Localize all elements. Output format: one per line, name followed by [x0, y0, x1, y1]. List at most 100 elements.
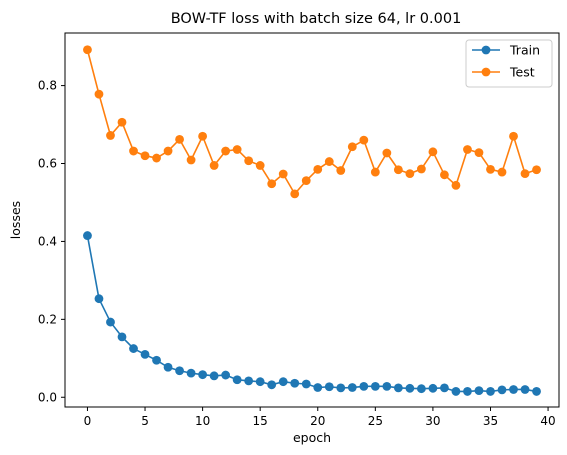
x-tick-label: 15 [253, 414, 268, 428]
data-point-train [440, 383, 449, 393]
x-axis: 0 5 10 15 20 25 30 35 40 [84, 407, 556, 428]
data-point-train [370, 381, 380, 391]
data-point-test [486, 164, 495, 174]
data-point-train [221, 370, 231, 380]
data-point-test [370, 167, 380, 177]
data-point-test [382, 148, 392, 158]
data-point-train [244, 376, 254, 386]
data-point-test [324, 157, 334, 166]
data-point-train [152, 355, 161, 365]
data-point-test [221, 146, 231, 156]
y-tick-label: 0.6 [38, 157, 57, 171]
y-tick-label: 0.4 [38, 234, 57, 248]
data-point-test [301, 176, 311, 186]
data-point-test [336, 166, 346, 175]
data-point-test [232, 145, 242, 154]
y-axis: 0.0 0.2 0.4 0.6 0.8 [38, 79, 65, 404]
data-point-test [463, 145, 472, 154]
data-point-test [520, 169, 530, 179]
data-point-test [106, 131, 115, 140]
data-point-test [209, 161, 219, 170]
data-point-test [347, 142, 357, 152]
data-point-train [451, 387, 461, 396]
data-point-test [129, 146, 138, 156]
x-tick-label: 5 [141, 414, 149, 428]
y-tick-label: 0.0 [38, 390, 57, 404]
data-point-train [255, 377, 265, 387]
data-point-train [129, 344, 138, 353]
data-point-train [313, 383, 323, 392]
data-point-test [152, 153, 161, 163]
data-point-test [117, 117, 127, 127]
data-point-train [117, 332, 127, 342]
x-tick-label: 25 [368, 414, 383, 428]
data-point-train [186, 368, 196, 378]
data-point-train [83, 231, 92, 240]
data-point-test [198, 131, 208, 141]
legend-label-train: Train [509, 43, 540, 58]
data-point-train [497, 385, 507, 395]
data-point-test [474, 148, 484, 158]
legend-marker-test [481, 67, 491, 77]
x-tick-label: 0 [84, 414, 92, 428]
data-point-train [94, 294, 104, 304]
data-point-test [278, 169, 288, 179]
data-point-test [416, 164, 426, 174]
data-point-test [290, 189, 300, 199]
data-point-test [163, 146, 173, 156]
y-tick-label: 0.8 [38, 79, 57, 93]
data-point-train [520, 385, 530, 394]
data-point-test [428, 147, 438, 157]
x-tick-label: 10 [195, 414, 210, 428]
data-point-test [313, 164, 323, 174]
data-point-train [463, 387, 472, 396]
data-point-train [324, 382, 334, 392]
series-line-train [86, 235, 537, 393]
data-point-train [290, 378, 300, 388]
data-point-test [440, 170, 449, 180]
data-point-train [163, 362, 173, 372]
data-point-train [106, 317, 115, 327]
data-point-test [532, 165, 541, 175]
data-point-train [359, 381, 369, 391]
data-point-test [94, 89, 104, 99]
x-axis-label: epoch [293, 430, 331, 445]
data-point-test [451, 180, 461, 190]
data-point-test [359, 135, 369, 145]
data-point-train [532, 387, 541, 396]
data-point-train [301, 379, 311, 389]
data-point-test [175, 134, 184, 144]
data-point-test [255, 161, 265, 170]
data-point-train [509, 385, 518, 394]
data-point-train [347, 383, 357, 392]
series-line-test [86, 49, 537, 195]
data-point-train [175, 366, 184, 376]
plot-area [64, 32, 560, 408]
legend-label-test: Test [509, 65, 535, 80]
data-point-train [267, 380, 277, 390]
legend-marker-train [481, 45, 491, 55]
data-point-train [382, 381, 392, 391]
x-tick-label: 20 [310, 414, 325, 428]
data-point-train [416, 384, 426, 394]
data-point-test [497, 167, 507, 177]
data-point-train [393, 383, 403, 393]
x-tick-label: 35 [483, 414, 498, 428]
data-point-test [405, 169, 415, 179]
data-point-test [267, 179, 277, 189]
data-point-train [474, 386, 484, 396]
data-point-train [209, 371, 219, 381]
data-point-test [244, 156, 254, 166]
data-point-test [140, 151, 150, 161]
data-point-test [83, 45, 92, 55]
series-layer [83, 45, 541, 396]
data-point-train [232, 375, 242, 385]
chart-title: BOW-TF loss with batch size 64, lr 0.001 [171, 11, 462, 27]
y-tick-label: 0.2 [38, 312, 57, 326]
x-tick-label: 30 [425, 414, 440, 428]
legend: Train Test [465, 39, 553, 88]
data-point-train [486, 387, 495, 396]
data-point-test [393, 165, 403, 175]
data-point-test [186, 155, 196, 165]
